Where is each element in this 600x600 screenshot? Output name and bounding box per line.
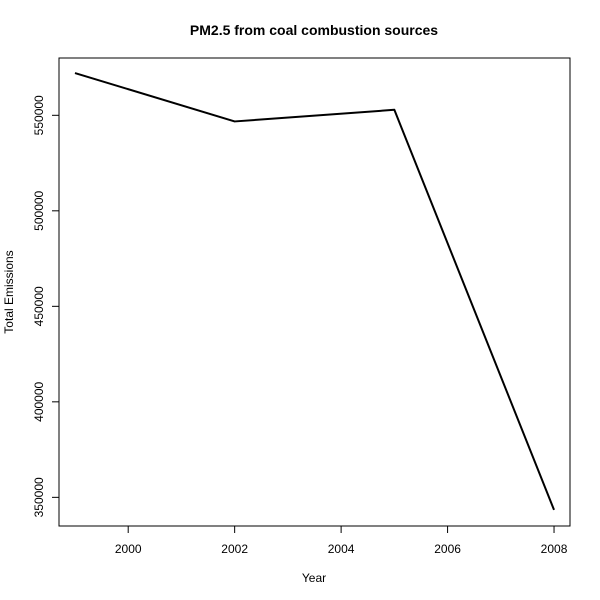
y-tick-label: 550000 [32, 95, 46, 135]
x-tick-label: 2004 [328, 542, 355, 556]
y-tick-label: 500000 [32, 190, 46, 230]
plot-area-frame [58, 57, 571, 527]
y-axis-label: Total Emissions [2, 250, 16, 333]
series-group [74, 72, 555, 511]
chart-title: PM2.5 from coal combustion sources [190, 22, 438, 38]
x-tick-label: 2008 [541, 542, 568, 556]
y-tick-label: 400000 [32, 381, 46, 421]
series-line [74, 72, 555, 511]
x-tick-label: 2000 [115, 542, 142, 556]
y-tick-label: 350000 [32, 477, 46, 517]
y-tick-label: 450000 [32, 286, 46, 326]
x-axis: 2000 2002 2004 2006 2008 [115, 525, 568, 556]
x-tick-label: 2006 [434, 542, 461, 556]
y-axis: 350000 400000 450000 500000 550000 [32, 95, 60, 517]
x-axis-label: Year [302, 571, 326, 585]
x-tick-label: 2002 [221, 542, 248, 556]
